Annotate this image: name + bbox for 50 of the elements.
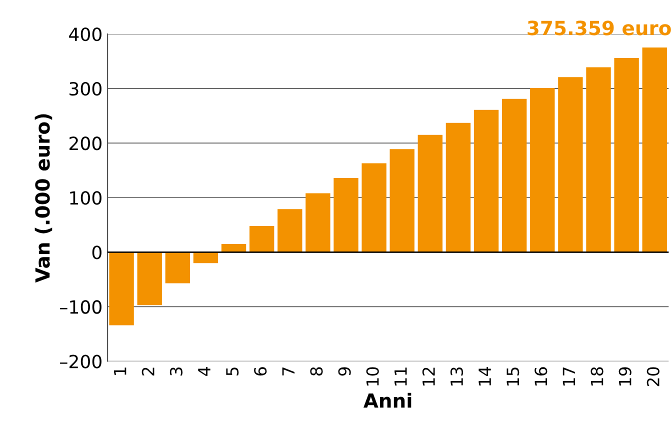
x-tick-label: 16: [534, 367, 548, 386]
bar: [334, 178, 358, 252]
annotation: 375.359 euro: [528, 20, 671, 36]
x-tick-label: 8: [310, 367, 323, 376]
x-tick-label: 17: [562, 368, 576, 386]
x-axis-title: Anni: [363, 392, 412, 408]
x-tick-label: 4: [198, 367, 210, 376]
x-tick-label: 13: [450, 367, 464, 386]
y-axis-title: Van (.000 euro): [34, 114, 52, 283]
bar: [362, 163, 386, 252]
bar: [278, 209, 302, 252]
x-tick-label: 12: [422, 368, 435, 386]
bar: [137, 252, 162, 306]
bar: [418, 134, 443, 252]
y-tick-label: –200: [60, 354, 102, 368]
x-tick-label: 9: [338, 367, 351, 376]
bar: [446, 122, 471, 252]
x-tick-label: 2: [142, 368, 154, 376]
x-tick-label: 18: [590, 367, 604, 386]
bar: [530, 88, 555, 252]
y-tick-label: 100: [70, 191, 102, 205]
bar: [165, 252, 190, 284]
y-tick-label: 400: [69, 27, 102, 42]
bar: [221, 244, 246, 252]
bar: [390, 149, 414, 252]
bar: [249, 226, 274, 252]
x-tick-label: 15: [506, 368, 520, 386]
bar: [586, 67, 611, 252]
bar: [193, 252, 218, 264]
y-tick-label: –100: [60, 300, 102, 314]
bar: [306, 193, 330, 252]
bar: [642, 47, 667, 252]
x-tick-label: 10: [366, 367, 379, 386]
x-tick-label: 6: [254, 367, 267, 376]
x-tick-label: 19: [618, 367, 632, 386]
y-tick-label: 200: [70, 136, 102, 150]
x-tick-label: 20: [646, 367, 660, 386]
bar: [109, 252, 134, 326]
y-tick-label: 300: [70, 82, 102, 96]
bar: [614, 58, 639, 252]
x-tick-label: 1: [114, 368, 126, 375]
bar: [558, 77, 583, 252]
y-tick-label: 0: [92, 246, 102, 260]
x-tick-label: 11: [394, 368, 407, 386]
bar: [474, 110, 499, 252]
x-tick-label: 5: [226, 368, 239, 376]
x-tick-label: 14: [478, 367, 491, 386]
x-tick-label: 3: [170, 367, 182, 376]
x-tick-label: 7: [282, 368, 294, 376]
bar: [502, 98, 527, 252]
